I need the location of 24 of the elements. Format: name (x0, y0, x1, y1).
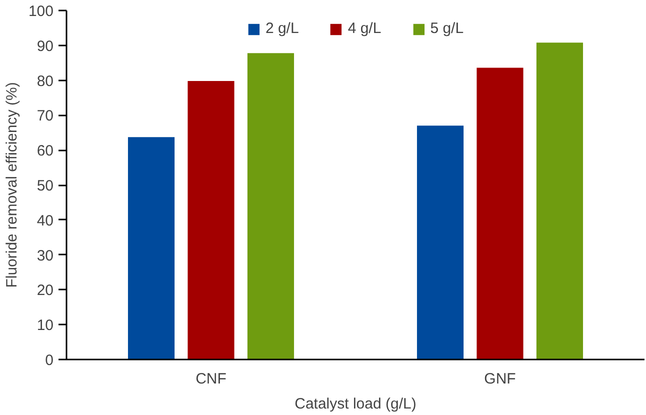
y-tick-label: 70 (36, 108, 54, 125)
bar (247, 53, 294, 360)
bar (416, 126, 464, 360)
y-axis-title: Fluoride removal efficiency (%) (3, 82, 20, 288)
legend-label: 2 g/L (265, 20, 299, 37)
x-tick-label: GNF (484, 370, 516, 388)
y-tick-label: 60 (36, 142, 54, 160)
y-tick-label: 20 (36, 282, 54, 300)
bar (188, 81, 234, 360)
y-tick-label: 80 (36, 72, 54, 90)
y-tick-label: 50 (36, 178, 54, 194)
x-tick-label: CNF (196, 370, 226, 388)
bar (536, 42, 584, 360)
bar (476, 68, 524, 360)
legend-label: 5 g/L (430, 20, 464, 37)
y-tick-label: 40 (36, 212, 54, 230)
x-axis-title: Catalyst load (g/L) (294, 396, 416, 412)
y-tick-label: 90 (36, 38, 54, 55)
y-tick-label: 0 (45, 352, 54, 369)
bar (128, 137, 175, 360)
legend-label: 4 g/L (348, 20, 382, 37)
y-tick-label: 10 (36, 317, 54, 334)
y-tick-label: 30 (36, 247, 54, 264)
y-tick-label: 100 (28, 3, 54, 20)
